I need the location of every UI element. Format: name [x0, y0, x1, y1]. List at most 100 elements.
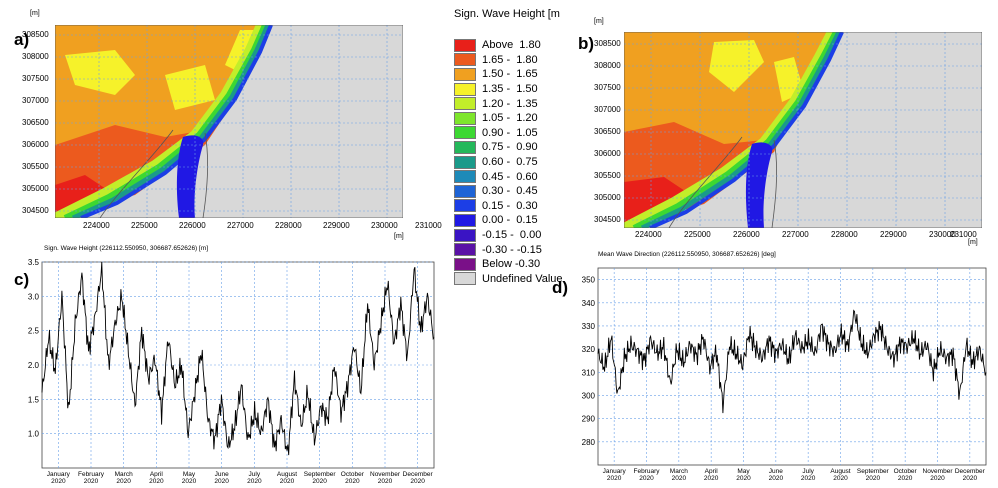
chart-c-x-year: 2020	[182, 478, 197, 485]
chart-c-x-tick: June	[215, 471, 229, 478]
chart-d-x-tick: January	[603, 468, 627, 475]
chart-d-x-year: 2020	[639, 475, 654, 482]
chart-c-x-tick: May	[183, 471, 196, 478]
chart-d-y-tick: 340	[582, 299, 596, 308]
chart-d-x-year: 2020	[672, 475, 687, 482]
map-a-x-tick: 230000	[371, 221, 398, 230]
legend-label: 0.15 - 0.30	[482, 199, 538, 212]
chart-c-y-tick: 2.5	[28, 327, 40, 336]
chart-d-x-year: 2020	[963, 475, 978, 482]
legend-swatch	[454, 97, 476, 111]
legend: Above 1.80 1.65 - 1.80 1.50 - 1.65 1.35 - 1…	[454, 38, 584, 288]
map-a-sea-yellow-3	[225, 30, 255, 70]
legend-label: Below -0.30	[482, 258, 541, 271]
legend-item: 0.15 - 0.30	[454, 199, 538, 214]
map-a-x-tick: 226000	[179, 221, 206, 230]
chart-c-x-year: 2020	[247, 478, 262, 485]
map-b-y-tick: 304500	[594, 215, 621, 224]
chart-d-x-tick: November	[923, 468, 954, 475]
chart-c-x-year: 2020	[378, 478, 393, 485]
legend-item: 0.30 - 0.45	[454, 184, 538, 199]
chart-c-x-tick: January	[47, 471, 71, 478]
chart-d-x-year: 2020	[736, 475, 751, 482]
legend-label: 1.65 - 1.80	[482, 53, 538, 66]
chart-c-x-tick: July	[249, 471, 261, 478]
legend-item: 0.60 - 0.75	[454, 155, 538, 170]
map-a-y-tick: 305000	[22, 184, 49, 193]
panel-label-c: c)	[14, 270, 30, 289]
map-a-x-tick: 225000	[131, 221, 158, 230]
legend-label: 0.75 - 0.90	[482, 141, 538, 154]
map-b-x-tick: 226000	[733, 230, 760, 239]
legend-swatch	[454, 228, 476, 242]
legend-item: 1.35 - 1.50	[454, 82, 538, 97]
map-a-y-tick: 306000	[22, 140, 49, 149]
panel-label-a: a)	[14, 30, 30, 49]
legend-label: 1.05 - 1.20	[482, 112, 538, 125]
legend-swatch	[454, 126, 476, 140]
map-b-plot	[624, 32, 982, 228]
chart-c-x-year: 2020	[149, 478, 164, 485]
map-a-x-tick: 224000	[83, 221, 110, 230]
legend-label: Undefined Value	[482, 272, 563, 285]
chart-c-x-tick: December	[403, 471, 434, 478]
chart-c-title: Sign. Wave Height (226112.550950, 306687…	[44, 245, 209, 252]
map-a-x-unit: [m]	[394, 233, 404, 240]
chart-d-x-year: 2020	[607, 475, 622, 482]
legend-swatch	[454, 272, 476, 286]
legend-swatch	[454, 140, 476, 154]
chart-d-x-year: 2020	[801, 475, 816, 482]
map-a-y-tick: 305500	[22, 162, 49, 171]
legend-title: Sign. Wave Height [m	[454, 8, 560, 20]
legend-item: 0.00 - 0.15	[454, 213, 538, 228]
chart-d-title: Mean Wave Direction (226112.550950, 3066…	[598, 251, 776, 258]
map-b-y-tick: 305000	[594, 193, 621, 202]
legend-swatch	[454, 82, 476, 96]
legend-item: 1.05 - 1.20	[454, 111, 538, 126]
map-a-y-tick: 306500	[22, 118, 49, 127]
legend-label: 0.90 - 1.05	[482, 126, 538, 139]
chart-d-x-tick: July	[802, 468, 814, 475]
legend-swatch	[454, 53, 476, 67]
chart-d-x-year: 2020	[769, 475, 784, 482]
panel-label-d: d)	[552, 278, 569, 297]
chart-d-x-tick: March	[670, 468, 688, 475]
chart-c-x-year: 2020	[312, 478, 327, 485]
chart-d-x-tick: October	[894, 468, 918, 475]
chart-c-x-year: 2020	[116, 478, 131, 485]
legend-item: 0.75 - 0.90	[454, 140, 538, 155]
legend-item: 1.20 - 1.35	[454, 96, 538, 111]
chart-d-y-tick: 310	[582, 368, 596, 377]
chart-d-y-tick: 350	[582, 276, 596, 285]
legend-swatch	[454, 184, 476, 198]
map-b-x-tick: 227000	[782, 230, 809, 239]
map-b-x-tick: 229000	[880, 230, 907, 239]
map-b-y-tick: 308500	[594, 39, 621, 48]
map-b-x-tick: 225000	[684, 230, 711, 239]
legend-label: 0.60 - 0.75	[482, 156, 538, 169]
chart-c-x-tick: October	[341, 471, 365, 478]
chart-c-x-year: 2020	[51, 478, 66, 485]
chart-d-plot-area	[597, 267, 987, 466]
map-a-x-tick: 228000	[275, 221, 302, 230]
chart-d-x-tick: September	[857, 468, 890, 475]
legend-swatch	[454, 243, 476, 257]
map-b-y-tick: 305500	[594, 171, 621, 180]
chart-c-x-tick: August	[277, 471, 297, 478]
legend-label: 1.20 - 1.35	[482, 97, 538, 110]
map-b-y-tick: 307500	[594, 83, 621, 92]
chart-d-x-year: 2020	[866, 475, 881, 482]
legend-label: 0.45 - 0.60	[482, 170, 538, 183]
legend-label: 1.35 - 1.50	[482, 83, 538, 96]
chart-c-x-tick: March	[115, 471, 133, 478]
chart-d-x-tick: August	[830, 468, 850, 475]
chart-c-series-line	[41, 261, 435, 456]
legend-label: -0.30 - -0.15	[482, 243, 542, 256]
legend-swatch	[454, 155, 476, 169]
legend-item: -0.15 - 0.00	[454, 228, 541, 243]
map-b-band-2	[632, 32, 839, 228]
map-a-grid	[55, 25, 403, 218]
map-b-coastline	[668, 136, 777, 228]
chart-d-x-year: 2020	[704, 475, 719, 482]
